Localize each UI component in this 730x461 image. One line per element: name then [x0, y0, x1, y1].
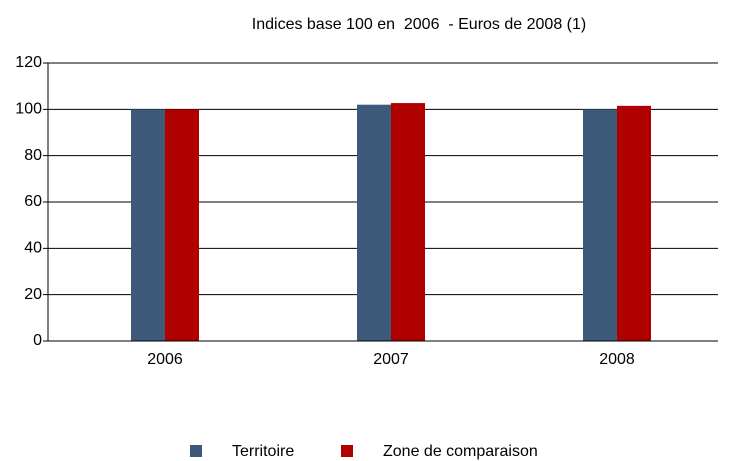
- y-tick-label: 40: [24, 240, 42, 257]
- x-tick-label: 2008: [599, 351, 635, 368]
- legend-swatch: [190, 445, 202, 457]
- chart-title: Indices base 100 en 2006 - Euros de 2008…: [252, 16, 586, 33]
- legend-swatch: [341, 445, 353, 457]
- bar: [583, 109, 617, 341]
- bar: [357, 104, 391, 341]
- bar: [165, 109, 199, 341]
- x-tick-label: 2007: [373, 351, 409, 368]
- bar: [131, 109, 165, 341]
- bar: [617, 105, 651, 341]
- y-tick-label: 80: [24, 147, 42, 164]
- x-tick-label: 2006: [147, 351, 183, 368]
- y-tick-label: 100: [15, 101, 42, 118]
- y-tick-label: 120: [15, 54, 42, 71]
- y-tick-label: 0: [33, 332, 42, 349]
- legend-label: Territoire: [232, 443, 294, 460]
- legend-label: Zone de comparaison: [383, 443, 538, 460]
- y-tick-label: 20: [24, 286, 42, 303]
- y-tick-label: 60: [24, 193, 42, 210]
- bar: [391, 103, 425, 341]
